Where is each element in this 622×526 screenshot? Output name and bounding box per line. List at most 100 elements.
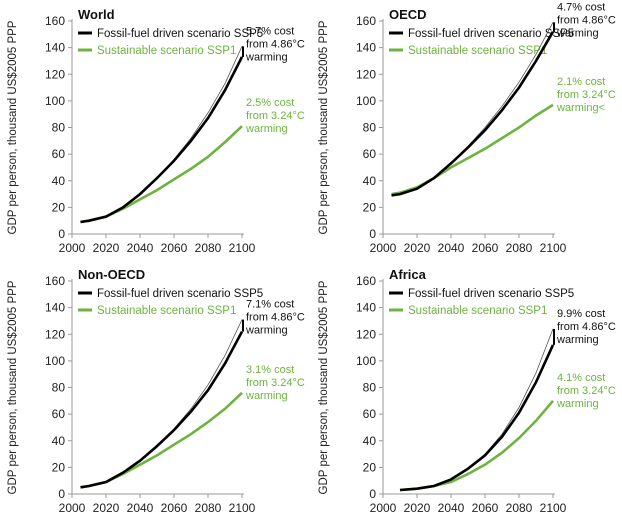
y-axis-label: GDP per person, thousand US$2005 PPP (7, 280, 19, 494)
x-tick-label-2040: 2040 (438, 241, 465, 255)
y-tick-label-0: 0 (369, 227, 376, 241)
y-tick-label-120: 120 (45, 67, 65, 81)
y-tick-label-60: 60 (363, 147, 377, 161)
x-tick-label-2020: 2020 (404, 241, 431, 255)
annotation-fossil-line-1: 5.7% cost (246, 25, 294, 37)
series-line-fossil-fuel-driven-scenario-ssp5 (399, 344, 555, 492)
y-tick-label-120: 120 (45, 327, 65, 341)
annotation-fossil-line-1: 7.1% cost (246, 299, 294, 311)
y-tick-label-80: 80 (363, 121, 377, 135)
annotation-fossil-line-3: warming (245, 51, 288, 63)
y-axis-label: GDP per person, thousand US$2005 PPP (7, 20, 19, 234)
x-tick-label-2000: 2000 (370, 501, 397, 515)
annotation-sustainable-line-3: warming (245, 123, 288, 135)
y-tick-label-140: 140 (45, 41, 65, 55)
x-tick-label-2100: 2100 (229, 241, 256, 255)
y-tick-label-120: 120 (356, 327, 376, 341)
annotation-fossil-line-2: from 4.86°C (246, 312, 305, 324)
series-line-sustainable-scenario-ssp1 (399, 399, 554, 492)
x-tick-label-2020: 2020 (404, 501, 431, 515)
y-tick-label-60: 60 (52, 147, 66, 161)
annotation-fossil-line-1: 9.9% cost (557, 308, 605, 320)
y-axis-label: GDP per person, thousand US$2005 PPP (318, 20, 330, 234)
legend-label-sustainable: Sustainable scenario SSP1 (408, 305, 547, 317)
annotation-fossil-line-3: warming (245, 325, 288, 337)
x-tick-label-2040: 2040 (438, 501, 465, 515)
x-tick-label-2080: 2080 (506, 241, 533, 255)
series-line-sustainable-scenario-ssp1 (391, 103, 554, 196)
y-tick-label-40: 40 (52, 174, 66, 188)
y-tick-label-140: 140 (45, 301, 65, 315)
annotation-sustainable-line-2: from 3.24°C (246, 377, 305, 389)
x-tick-label-2080: 2080 (195, 501, 222, 515)
x-tick-label-2000: 2000 (59, 501, 86, 515)
x-tick-label-2100: 2100 (229, 501, 256, 515)
x-tick-label-2000: 2000 (59, 241, 86, 255)
legend-label-fossil: Fossil-fuel driven scenario SSP5 (408, 288, 574, 300)
annotation-fossil-line-1: 4.7% cost (557, 1, 605, 13)
annotation-sustainable-line-2: from 3.24°C (557, 89, 616, 101)
x-tick-label-2080: 2080 (195, 241, 222, 255)
y-tick-label-100: 100 (356, 94, 376, 108)
x-tick-label-2040: 2040 (127, 241, 154, 255)
annotation-fossil-line-2: from 4.86°C (246, 38, 305, 50)
annotation-fossil-line-3: warming (556, 27, 599, 39)
annotation-fossil-line-2: from 4.86°C (557, 321, 616, 333)
series-line-fossil-fuel-driven-scenario-ssp5 (391, 31, 555, 197)
x-tick-label-2060: 2060 (472, 501, 499, 515)
y-axis-label: GDP per person, thousand US$2005 PPP (318, 280, 330, 494)
y-tick-label-20: 20 (52, 460, 66, 474)
y-tick-label-160: 160 (45, 274, 65, 288)
x-tick-label-2000: 2000 (370, 241, 397, 255)
reference-line-no-damage (399, 328, 554, 491)
legend-label-fossil: Fossil-fuel driven scenario SSP5 (97, 288, 263, 300)
annotation-sustainable-line-1: 3.1% cost (246, 364, 294, 376)
panel-title: Africa (389, 267, 427, 282)
y-tick-label-20: 20 (52, 200, 66, 214)
annotation-sustainable-line-1: 2.5% cost (246, 97, 294, 109)
annotation-fossil-line-3: warming (556, 334, 599, 346)
x-tick-label-2040: 2040 (127, 501, 154, 515)
y-tick-label-160: 160 (356, 14, 376, 28)
y-tick-label-20: 20 (363, 460, 377, 474)
y-tick-label-160: 160 (356, 274, 376, 288)
x-tick-label-2100: 2100 (540, 501, 567, 515)
x-tick-label-2100: 2100 (540, 241, 567, 255)
x-tick-label-2060: 2060 (161, 501, 188, 515)
y-tick-label-140: 140 (356, 301, 376, 315)
legend-label-sustainable: Sustainable scenario SSP1 (97, 45, 236, 57)
panel-title: OECD (389, 7, 427, 22)
reference-line-no-damage (80, 46, 243, 223)
x-tick-label-2060: 2060 (472, 241, 499, 255)
y-tick-label-80: 80 (52, 121, 66, 135)
y-tick-label-40: 40 (363, 434, 377, 448)
y-tick-label-140: 140 (356, 41, 376, 55)
annotation-sustainable-line-1: 2.1% cost (557, 76, 605, 88)
y-tick-label-100: 100 (45, 94, 65, 108)
series-line-sustainable-scenario-ssp1 (80, 391, 243, 489)
panel-title: World (78, 7, 115, 22)
x-tick-label-2080: 2080 (506, 501, 533, 515)
y-tick-label-80: 80 (363, 381, 377, 395)
annotation-fossil-line-2: from 4.86°C (557, 14, 616, 26)
annotation-sustainable-line-2: from 3.24°C (557, 385, 616, 397)
y-tick-label-0: 0 (369, 487, 376, 501)
y-tick-label-60: 60 (52, 407, 66, 421)
series-line-fossil-fuel-driven-scenario-ssp5 (80, 56, 244, 224)
y-tick-label-60: 60 (363, 407, 377, 421)
annotation-sustainable-line-3: warming< (556, 102, 605, 114)
x-tick-label-2020: 2020 (93, 241, 120, 255)
series-line-fossil-fuel-driven-scenario-ssp5 (80, 330, 244, 489)
legend-label-sustainable: Sustainable scenario SSP1 (97, 305, 236, 317)
y-tick-label-120: 120 (356, 67, 376, 81)
x-tick-label-2020: 2020 (93, 501, 120, 515)
y-tick-label-40: 40 (363, 174, 377, 188)
y-tick-label-20: 20 (363, 200, 377, 214)
annotation-sustainable-line-3: warming (556, 398, 599, 410)
y-tick-label-160: 160 (45, 14, 65, 28)
annotation-sustainable-line-2: from 3.24°C (246, 110, 305, 122)
y-tick-label-100: 100 (45, 354, 65, 368)
